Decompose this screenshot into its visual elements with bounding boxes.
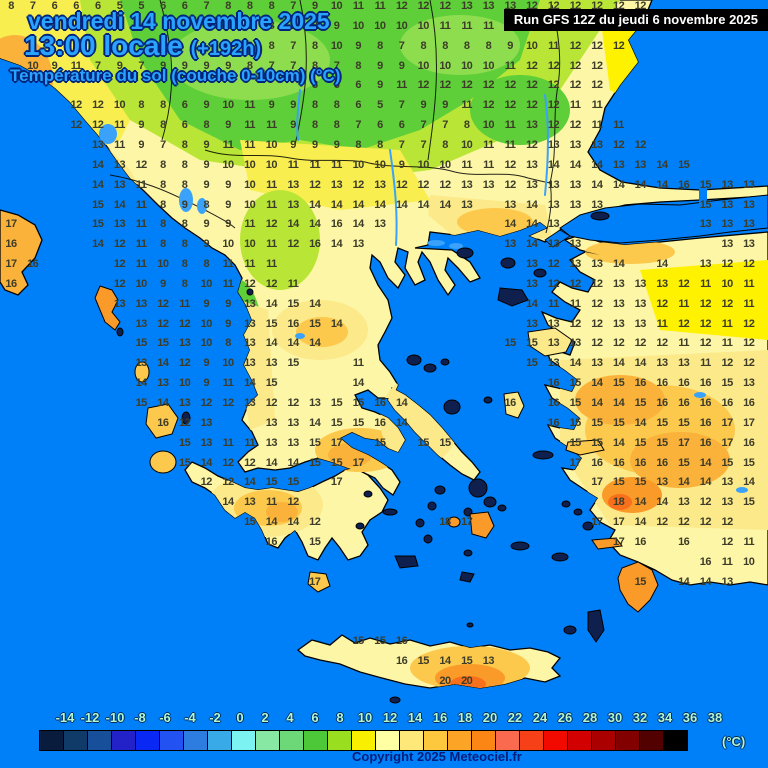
legend-color-block: [639, 730, 664, 751]
legend-tick-label: 26: [557, 710, 573, 725]
legend-tick-label: 32: [632, 710, 648, 725]
landmass-italy-heel: [0, 209, 43, 296]
forecast-offset-label: (+192h): [190, 38, 262, 60]
legend-tick-label: 2: [261, 710, 269, 725]
legend-tick-label: 38: [707, 710, 723, 725]
legend-tick-label: -2: [209, 710, 221, 725]
legend-color-block: [207, 730, 232, 751]
legend-color-block: [135, 730, 160, 751]
legend-color-block: [303, 730, 328, 751]
forecast-time-label: 13:00 locale (+192h): [24, 30, 261, 62]
legend-color-block: [567, 730, 592, 751]
forecast-date-label: vendredi 14 novembre 2025: [28, 8, 330, 34]
legend-tick-label: -14: [55, 710, 75, 725]
legend-tick-label: 0: [236, 710, 244, 725]
legend-color-block: [87, 730, 112, 751]
legend-tick-label: 36: [682, 710, 698, 725]
legend-tick-label: 10: [357, 710, 373, 725]
legend-color-block: [111, 730, 136, 751]
legend-color-block: [327, 730, 352, 751]
local-time-label: 13:00 locale: [24, 30, 183, 61]
legend-tick-label: 30: [607, 710, 623, 725]
legend-color-block: [663, 730, 688, 751]
parameter-label: Température du sol (couche 0-10cm) (°C): [10, 66, 341, 85]
legend-color-block: [471, 730, 496, 751]
legend-tick-label: -4: [184, 710, 196, 725]
legend-color-block: [279, 730, 304, 751]
legend-tick-label: 28: [582, 710, 598, 725]
legend-tick-label: -12: [80, 710, 100, 725]
sea-of-marmara: [544, 188, 768, 248]
lakes: [99, 89, 748, 493]
legend-tick-label: 20: [482, 710, 498, 725]
legend-tick-label: 12: [382, 710, 398, 725]
legend-color-block: [495, 730, 520, 751]
legend-color-block: [615, 730, 640, 751]
legend-color-block: [159, 730, 184, 751]
legend-tick-label: 8: [336, 710, 344, 725]
legend-unit-label: (°C): [722, 734, 746, 749]
legend-tick-label: 4: [286, 710, 294, 725]
legend-color-block: [63, 730, 88, 751]
legend-color-blocks: [39, 730, 688, 751]
legend-color-block: [39, 730, 64, 751]
legend-color-block: [399, 730, 424, 751]
legend-tick-label: 6: [311, 710, 319, 725]
islands: [94, 247, 659, 704]
legend-color-block: [447, 730, 472, 751]
copyright-label: Copyright 2025 Meteociel.fr: [352, 749, 522, 764]
legend-color-block: [255, 730, 280, 751]
legend-color-block: [519, 730, 544, 751]
legend-color-block: [423, 730, 448, 751]
legend-tick-label: 34: [657, 710, 673, 725]
legend-tick-label: 22: [507, 710, 523, 725]
legend-color-block: [351, 730, 376, 751]
legend-tick-label: 14: [407, 710, 423, 725]
legend-color-block: [231, 730, 256, 751]
legend-color-block: [543, 730, 568, 751]
legend-color-block: [183, 730, 208, 751]
legend-tick-label: -8: [134, 710, 146, 725]
legend-tick-label: 18: [457, 710, 473, 725]
legend-color-block: [375, 730, 400, 751]
legend-color-block: [591, 730, 616, 751]
legend-tick-label: 16: [432, 710, 448, 725]
legend-tick-label: 24: [532, 710, 548, 725]
legend-tick-label: -10: [105, 710, 125, 725]
legend-tick-label: -6: [159, 710, 171, 725]
model-run-info: Run GFS 12Z du jeudi 6 novembre 2025: [503, 9, 768, 31]
